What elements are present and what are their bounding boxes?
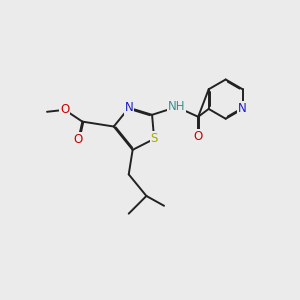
Text: NH: NH	[168, 100, 185, 113]
Text: O: O	[74, 133, 83, 146]
Text: S: S	[151, 132, 158, 146]
Text: O: O	[60, 103, 69, 116]
Text: O: O	[194, 130, 203, 143]
Text: N: N	[238, 102, 247, 116]
Text: N: N	[124, 101, 133, 114]
